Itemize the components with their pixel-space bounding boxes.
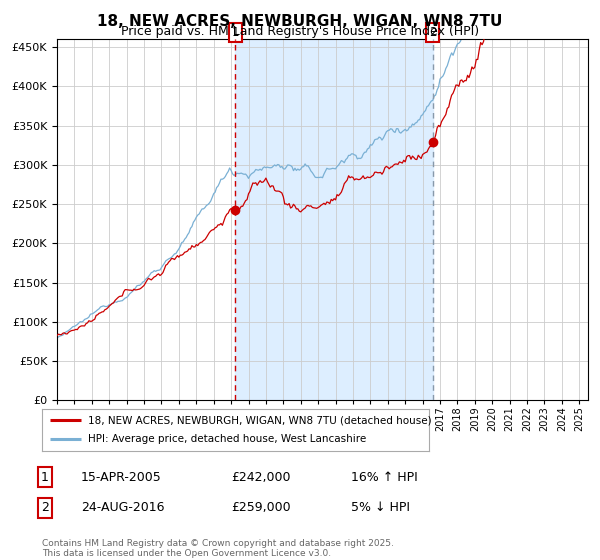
Text: 1: 1 [232,26,239,39]
Text: 24-AUG-2016: 24-AUG-2016 [81,501,164,515]
Bar [235,39,433,400]
Text: 1: 1 [41,470,49,484]
Text: HPI: Average price, detached house, West Lancashire: HPI: Average price, detached house, West… [88,435,367,445]
Text: 2: 2 [429,26,437,39]
Text: 15-APR-2005: 15-APR-2005 [81,470,162,484]
Text: 16% ↑ HPI: 16% ↑ HPI [351,470,418,484]
Text: 5% ↓ HPI: 5% ↓ HPI [351,501,410,515]
Text: 2: 2 [41,501,49,515]
Text: 18, NEW ACRES, NEWBURGH, WIGAN, WN8 7TU: 18, NEW ACRES, NEWBURGH, WIGAN, WN8 7TU [97,14,503,29]
Text: 18, NEW ACRES, NEWBURGH, WIGAN, WN8 7TU (detached house): 18, NEW ACRES, NEWBURGH, WIGAN, WN8 7TU … [88,415,432,425]
Text: Contains HM Land Registry data © Crown copyright and database right 2025.
This d: Contains HM Land Registry data © Crown c… [42,539,394,558]
Text: Price paid vs. HM Land Registry's House Price Index (HPI): Price paid vs. HM Land Registry's House … [121,25,479,38]
Text: £242,000: £242,000 [231,470,290,484]
Text: £259,000: £259,000 [231,501,290,515]
